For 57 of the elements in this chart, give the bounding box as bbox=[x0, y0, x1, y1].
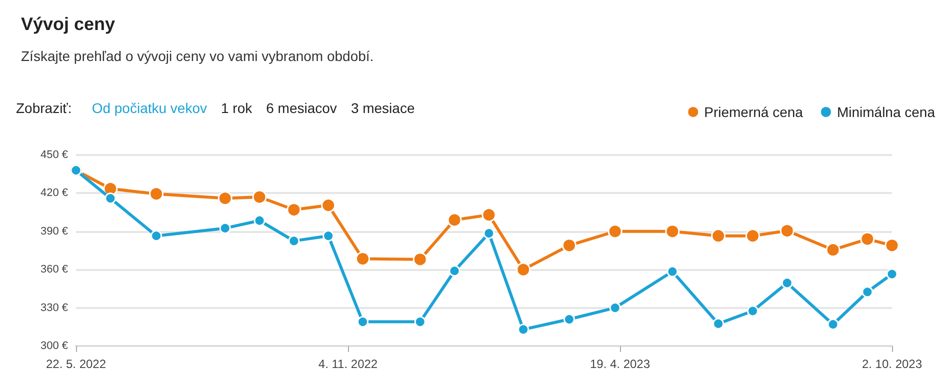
point bbox=[886, 268, 898, 280]
point bbox=[780, 224, 794, 238]
point bbox=[665, 224, 680, 239]
point bbox=[562, 238, 576, 253]
chart-title: Vývoj ceny bbox=[21, 14, 116, 34]
point bbox=[781, 277, 793, 289]
point bbox=[518, 324, 530, 336]
point bbox=[712, 318, 724, 330]
point bbox=[746, 305, 758, 317]
text: Od počiatku vekov bbox=[92, 100, 207, 116]
point bbox=[286, 202, 302, 217]
point bbox=[745, 228, 760, 244]
x-tick-label: 19. 4. 2023 bbox=[590, 357, 650, 371]
point bbox=[862, 286, 874, 298]
chart-subtitle: Získajte prehľad o vývoji ceny vo vami vybranom období. bbox=[21, 48, 374, 64]
point bbox=[711, 228, 726, 244]
legend-label: Priemerná cena bbox=[704, 104, 804, 120]
point bbox=[322, 230, 334, 242]
text: 1 rok bbox=[221, 100, 252, 116]
point bbox=[288, 235, 300, 247]
y-tick-label: 390 € bbox=[40, 225, 68, 238]
point bbox=[414, 316, 426, 328]
point bbox=[218, 191, 232, 206]
y-tick-label: 420 € bbox=[40, 187, 68, 200]
point bbox=[150, 230, 162, 242]
point bbox=[482, 208, 496, 222]
point bbox=[483, 228, 495, 240]
y-tick-label: 330 € bbox=[40, 302, 68, 314]
legend-label: Minimálna cena bbox=[836, 104, 936, 120]
point bbox=[412, 252, 428, 267]
text: 6 mesiacov bbox=[266, 100, 337, 116]
point bbox=[447, 212, 462, 228]
point bbox=[219, 222, 231, 234]
point bbox=[252, 190, 267, 204]
point bbox=[448, 265, 460, 277]
point bbox=[254, 214, 266, 226]
point bbox=[149, 186, 164, 202]
y-tick-label: 360 € bbox=[40, 264, 68, 276]
x-tick-label: 2. 10. 2023 bbox=[862, 357, 922, 371]
text: Zobraziť: bbox=[16, 100, 72, 116]
y-tick-label: 300 € bbox=[40, 340, 68, 352]
text: 3 mesiace bbox=[350, 100, 415, 116]
x-tick-label: 4. 11. 2022 bbox=[318, 357, 378, 371]
point bbox=[104, 192, 116, 204]
point bbox=[608, 224, 622, 239]
point bbox=[827, 318, 839, 330]
point bbox=[516, 262, 531, 277]
point bbox=[860, 232, 875, 246]
x-tick-label: 22. 5. 2022 bbox=[46, 357, 106, 371]
y-tick-label: 450 € bbox=[40, 149, 68, 161]
point bbox=[357, 316, 368, 328]
point bbox=[356, 252, 370, 266]
point bbox=[609, 302, 621, 314]
point bbox=[321, 198, 336, 213]
point bbox=[884, 238, 900, 253]
point bbox=[826, 242, 840, 258]
point bbox=[666, 266, 678, 278]
